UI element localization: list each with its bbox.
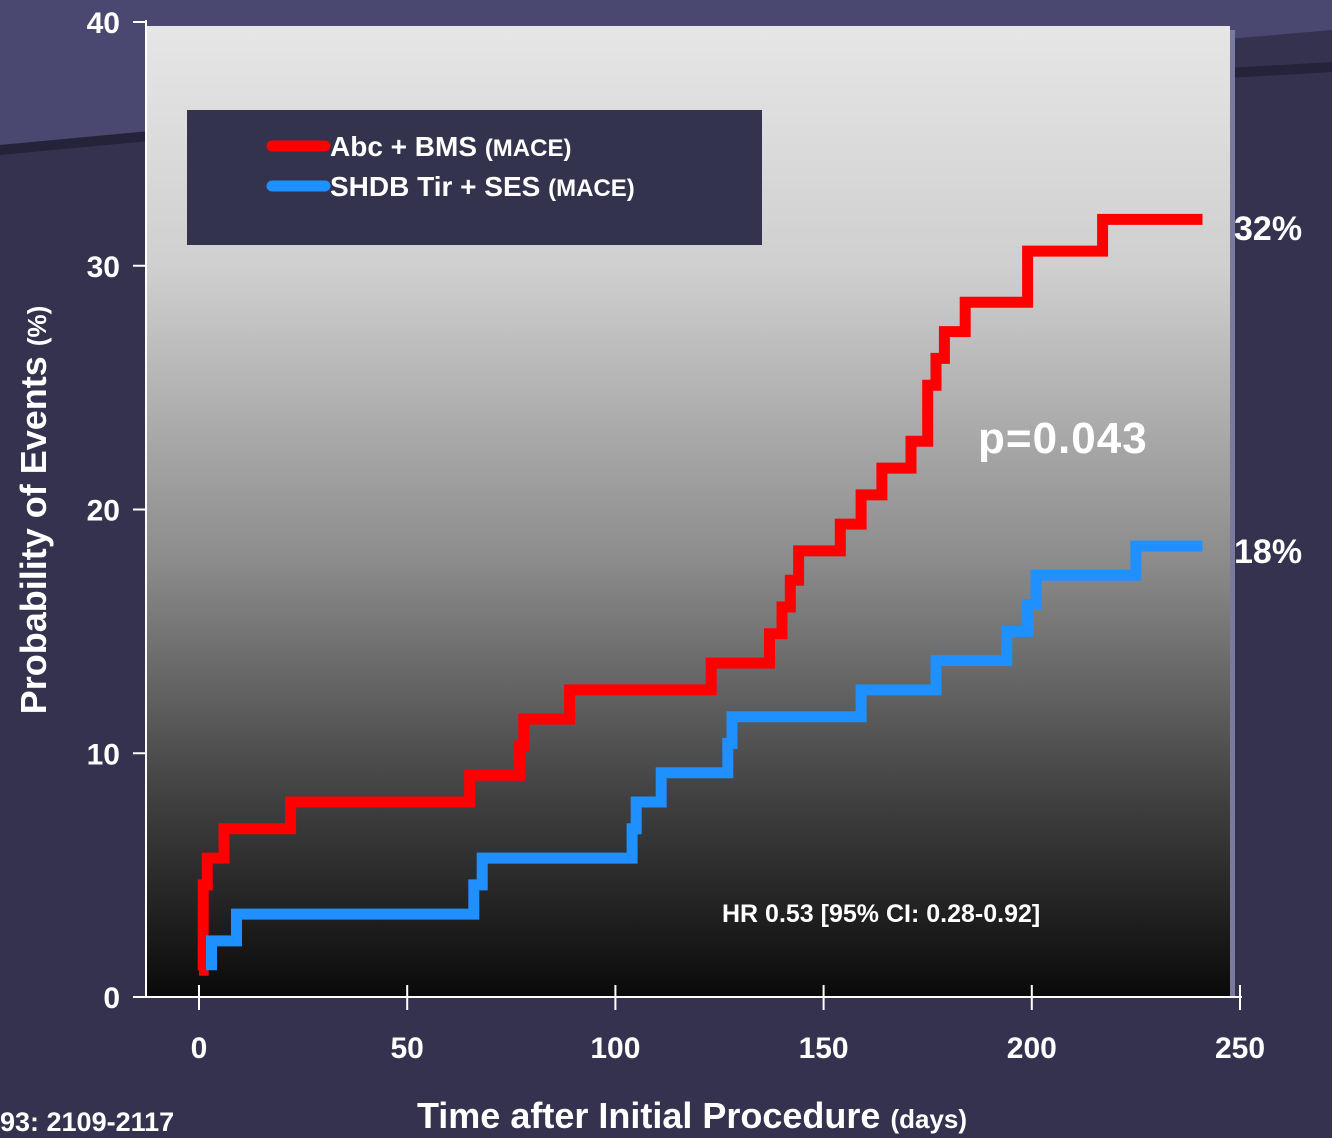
end-label-red: 32% (1234, 210, 1302, 248)
x-axis-title-unit: (days) (890, 1104, 967, 1134)
y-tick-label: 30 (87, 251, 120, 284)
x-axis: 0 50 100 150 200 250 (146, 985, 1265, 1065)
series-line-blue (206, 540, 1203, 971)
legend-box (187, 110, 762, 245)
y-tick-label: 40 (87, 7, 120, 40)
citation-text: 93: 2109-2117 (0, 1107, 174, 1137)
legend-label-name: SHDB Tir + SES (330, 171, 548, 202)
x-tick-label: 150 (799, 1032, 849, 1065)
legend-label-suffix: (MACE) (548, 175, 635, 202)
legend-label: SHDB Tir + SES (MACE) (330, 171, 635, 202)
legend-label: Abc + BMS (MACE) (330, 131, 571, 162)
legend: Abc + BMS (MACE)SHDB Tir + SES (MACE) (187, 110, 762, 245)
x-axis-title: Time after Initial Procedure (days) (417, 1095, 967, 1136)
y-axis-title: Probability of Events (%) (13, 306, 54, 715)
x-axis-title-text: Time after Initial Procedure (417, 1095, 880, 1136)
p-value-annotation: p=0.043 (978, 414, 1148, 463)
legend-label-name: Abc + BMS (330, 131, 485, 162)
y-tick-label: 20 (87, 495, 120, 528)
y-tick-label: 0 (103, 982, 120, 1015)
y-tick-label: 10 (87, 738, 120, 771)
x-tick-label: 50 (391, 1032, 424, 1065)
y-axis: 0 10 20 30 40 (87, 7, 147, 1015)
legend-label-suffix: (MACE) (485, 135, 572, 162)
x-tick-label: 100 (590, 1032, 640, 1065)
x-tick-label: 200 (1007, 1032, 1057, 1065)
x-tick-label: 250 (1215, 1032, 1265, 1065)
y-axis-title-unit: (%) (22, 306, 52, 346)
plot-shadow (1230, 30, 1235, 997)
series-line-red (197, 213, 1203, 976)
y-axis-title-text: Probability of Events (13, 356, 54, 714)
end-label-blue: 18% (1234, 533, 1302, 571)
hazard-ratio-annotation: HR 0.53 [95% CI: 0.28-0.92] (722, 900, 1040, 928)
x-tick-label: 0 (191, 1032, 208, 1065)
